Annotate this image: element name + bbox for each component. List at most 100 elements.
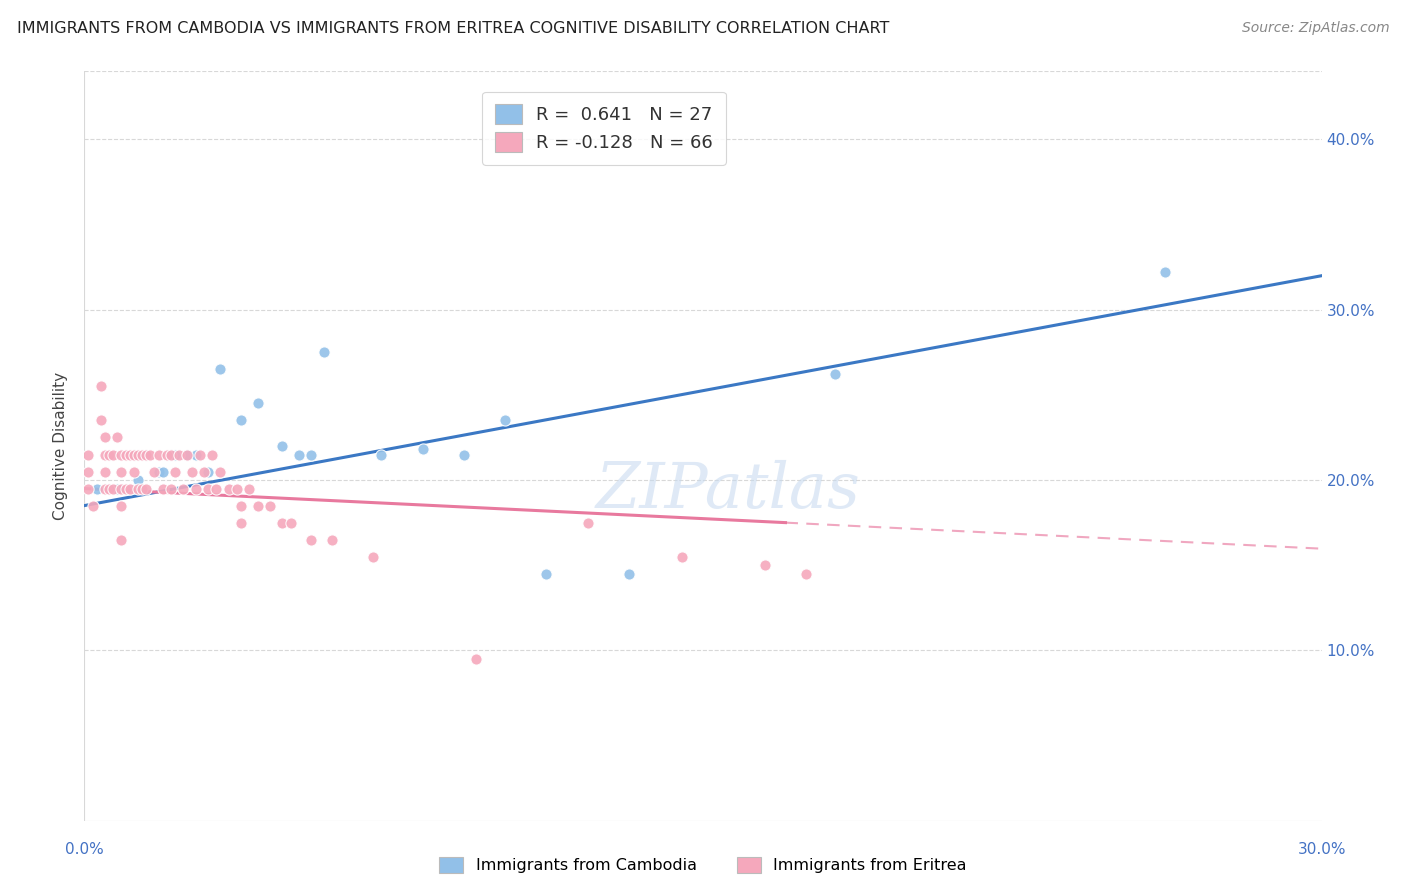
- Point: [105, 482, 128, 496]
- Point: [160, 482, 183, 496]
- Point: [86, 482, 108, 496]
- Point: [148, 465, 170, 479]
- Point: [188, 448, 211, 462]
- Point: [110, 482, 132, 496]
- Point: [135, 448, 157, 462]
- Point: [114, 448, 136, 462]
- Point: [131, 482, 153, 496]
- Point: [576, 516, 599, 530]
- Point: [127, 448, 149, 462]
- Point: [246, 499, 269, 513]
- Point: [536, 566, 558, 581]
- Point: [494, 413, 516, 427]
- Point: [180, 465, 202, 479]
- Point: [110, 465, 132, 479]
- Point: [238, 482, 260, 496]
- Point: [77, 482, 100, 496]
- Point: [370, 448, 392, 462]
- Point: [156, 448, 179, 462]
- Point: [299, 448, 322, 462]
- Point: [218, 482, 240, 496]
- Point: [824, 368, 846, 382]
- Point: [246, 396, 269, 410]
- Point: [259, 499, 281, 513]
- Point: [94, 482, 117, 496]
- Point: [172, 482, 194, 496]
- Point: [135, 448, 157, 462]
- Text: ZIPatlas: ZIPatlas: [595, 460, 860, 522]
- Point: [321, 533, 343, 547]
- Point: [165, 465, 187, 479]
- Point: [453, 448, 475, 462]
- Point: [299, 533, 322, 547]
- Point: [152, 465, 174, 479]
- Legend: R =  0.641   N = 27, R = -0.128   N = 66: R = 0.641 N = 27, R = -0.128 N = 66: [482, 92, 725, 165]
- Point: [90, 379, 112, 393]
- Point: [167, 448, 190, 462]
- Point: [229, 516, 252, 530]
- Text: 30.0%: 30.0%: [1298, 842, 1346, 856]
- Point: [82, 499, 104, 513]
- Point: [201, 448, 224, 462]
- Point: [127, 473, 149, 487]
- Point: [193, 465, 215, 479]
- Text: Source: ZipAtlas.com: Source: ZipAtlas.com: [1241, 21, 1389, 35]
- Text: IMMIGRANTS FROM CAMBODIA VS IMMIGRANTS FROM ERITREA COGNITIVE DISABILITY CORRELA: IMMIGRANTS FROM CAMBODIA VS IMMIGRANTS F…: [17, 21, 889, 36]
- Point: [122, 448, 145, 462]
- Y-axis label: Cognitive Disability: Cognitive Disability: [53, 372, 69, 520]
- Point: [143, 465, 166, 479]
- Point: [94, 465, 117, 479]
- Point: [229, 499, 252, 513]
- Point: [77, 448, 100, 462]
- Point: [209, 362, 232, 376]
- Point: [94, 430, 117, 444]
- Point: [412, 442, 434, 457]
- Point: [184, 482, 207, 496]
- Point: [794, 566, 817, 581]
- Point: [197, 465, 219, 479]
- Point: [127, 482, 149, 496]
- Point: [176, 448, 198, 462]
- Point: [361, 549, 384, 564]
- Point: [103, 448, 125, 462]
- Point: [160, 448, 183, 462]
- Point: [110, 448, 132, 462]
- Point: [271, 439, 294, 453]
- Point: [139, 448, 162, 462]
- Point: [98, 482, 121, 496]
- Point: [184, 448, 207, 462]
- Point: [118, 448, 141, 462]
- Point: [103, 482, 125, 496]
- Point: [280, 516, 302, 530]
- Point: [152, 482, 174, 496]
- Point: [209, 465, 232, 479]
- Point: [160, 448, 183, 462]
- Point: [135, 482, 157, 496]
- Point: [114, 482, 136, 496]
- Point: [312, 345, 335, 359]
- Point: [229, 413, 252, 427]
- Point: [110, 533, 132, 547]
- Point: [94, 448, 117, 462]
- Point: [176, 448, 198, 462]
- Point: [288, 448, 311, 462]
- Point: [131, 448, 153, 462]
- Legend: Immigrants from Cambodia, Immigrants from Eritrea: Immigrants from Cambodia, Immigrants fro…: [433, 850, 973, 880]
- Point: [148, 448, 170, 462]
- Point: [165, 448, 187, 462]
- Point: [122, 465, 145, 479]
- Point: [98, 448, 121, 462]
- Point: [205, 482, 228, 496]
- Point: [197, 482, 219, 496]
- Point: [754, 558, 776, 573]
- Point: [271, 516, 294, 530]
- Point: [77, 465, 100, 479]
- Point: [671, 549, 693, 564]
- Point: [118, 482, 141, 496]
- Point: [226, 482, 249, 496]
- Point: [465, 652, 488, 666]
- Point: [617, 566, 640, 581]
- Point: [90, 413, 112, 427]
- Point: [122, 448, 145, 462]
- Point: [110, 499, 132, 513]
